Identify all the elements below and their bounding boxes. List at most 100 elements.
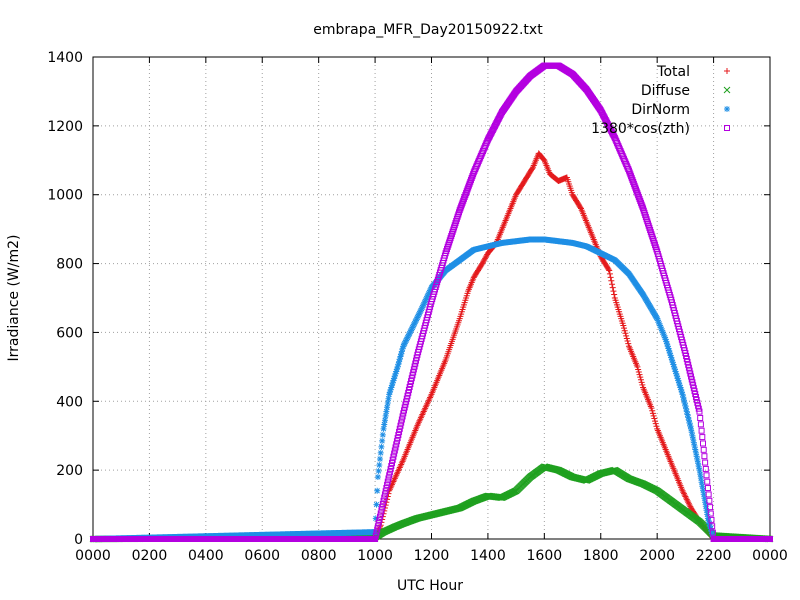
data-point <box>479 259 486 266</box>
data-point <box>468 175 475 182</box>
data-point <box>415 313 422 320</box>
data-point <box>633 188 640 195</box>
data-point <box>607 274 614 281</box>
data-point <box>701 495 708 502</box>
data-point <box>384 400 391 407</box>
chart-title: embrapa_MFR_Day20150922.txt <box>313 22 543 38</box>
data-point <box>605 266 612 273</box>
x-tick-label: 0800 <box>301 548 337 564</box>
data-point <box>410 323 417 330</box>
data-point <box>382 412 389 419</box>
data-point <box>385 395 392 402</box>
data-point <box>656 320 663 327</box>
data-point <box>696 467 703 474</box>
x-tick-label: 1200 <box>414 548 450 564</box>
data-point <box>463 190 470 197</box>
y-tick-label: 400 <box>56 394 83 410</box>
data-point <box>651 415 658 422</box>
data-point <box>685 500 692 507</box>
data-point <box>375 520 382 527</box>
data-point <box>623 335 630 342</box>
data-point <box>686 502 693 509</box>
data-point <box>376 461 383 468</box>
data-point <box>391 375 398 382</box>
data-point <box>394 435 401 442</box>
data-point <box>683 496 690 503</box>
data-point <box>379 431 386 438</box>
data-point <box>690 436 697 443</box>
x-axis-label: UTC Hour <box>397 578 463 594</box>
data-point <box>701 453 708 460</box>
data-point <box>639 381 646 388</box>
data-point <box>391 373 398 380</box>
data-point <box>386 389 393 396</box>
data-point <box>630 180 637 187</box>
data-point <box>700 440 707 447</box>
data-point <box>390 377 397 384</box>
x-tick-label: 1800 <box>583 548 619 564</box>
data-point <box>695 463 702 470</box>
data-point <box>709 523 716 530</box>
data-point <box>393 438 400 445</box>
data-point <box>383 485 390 492</box>
data-point <box>388 463 395 470</box>
legend-marker <box>724 125 730 131</box>
data-point <box>407 328 414 335</box>
data-point <box>666 347 673 354</box>
data-point <box>662 336 669 343</box>
data-point <box>420 301 427 308</box>
data-point <box>373 501 380 508</box>
data-point <box>668 356 675 363</box>
data-point <box>634 190 641 197</box>
data-point <box>389 379 396 386</box>
data-point <box>708 528 715 535</box>
data-point <box>620 322 627 329</box>
data-point <box>672 368 679 375</box>
data-point <box>372 532 379 539</box>
data-point <box>676 382 683 389</box>
data-point <box>653 423 660 430</box>
data-point <box>697 414 704 421</box>
data-point <box>705 491 712 498</box>
data-point <box>377 513 384 520</box>
data-point <box>635 194 642 201</box>
data-point <box>627 171 634 178</box>
data-point <box>397 353 404 360</box>
data-point <box>699 483 706 490</box>
data-point <box>631 182 638 189</box>
data-point <box>707 504 714 511</box>
data-point <box>637 374 644 381</box>
data-point <box>679 487 686 494</box>
data-point <box>379 504 386 511</box>
data-point <box>381 421 388 428</box>
data-point <box>691 443 698 450</box>
data-point <box>683 494 690 501</box>
data-point <box>655 319 662 326</box>
data-point <box>700 446 707 453</box>
data-point <box>610 288 617 295</box>
data-point <box>464 186 471 193</box>
data-point <box>609 281 616 288</box>
data-point <box>668 354 675 361</box>
data-point <box>682 493 689 500</box>
data-point <box>422 296 429 303</box>
data-point <box>417 307 424 314</box>
data-point <box>403 336 410 343</box>
data-point <box>665 345 672 352</box>
data-point <box>636 371 643 378</box>
data-point <box>633 186 640 193</box>
data-point <box>686 420 693 427</box>
data-point <box>396 425 403 432</box>
data-point <box>379 500 386 507</box>
legend-label: 1380*cos(zth) <box>591 121 690 137</box>
data-point <box>680 397 687 404</box>
data-point <box>649 407 656 414</box>
data-point <box>684 497 691 504</box>
data-point <box>695 460 702 467</box>
data-point <box>420 302 427 309</box>
legend: Total Diffuse DirNorm 1380*cos(zth) <box>591 64 731 137</box>
data-point <box>390 453 397 460</box>
legend-marker <box>724 68 730 74</box>
data-point <box>414 314 421 321</box>
data-point <box>611 291 618 298</box>
